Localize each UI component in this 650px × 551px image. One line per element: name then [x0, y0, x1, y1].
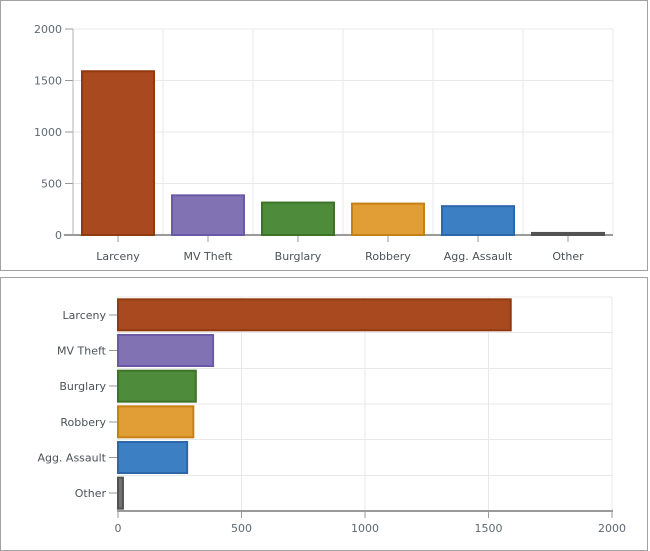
category-label: Robbery	[60, 416, 106, 429]
x-axis-tick-label: 1000	[351, 522, 379, 535]
bar-robbery	[351, 202, 425, 237]
category-label: Burglary	[59, 380, 106, 393]
category-label: Larceny	[63, 309, 107, 322]
bar-robbery	[117, 405, 195, 439]
vertical-bar-chart: 0 500 1000 1500 2000 Larceny MV Theft Burglary R…	[34, 23, 614, 263]
category-label: MV Theft	[57, 345, 107, 358]
x-axis-tick-label: 1500	[475, 522, 503, 535]
y-axis-tick-label: 2000	[34, 23, 62, 36]
category-label: MV Theft	[184, 250, 234, 263]
bar-burglary	[117, 369, 197, 403]
bar-other	[117, 476, 124, 510]
y-axis-tick-label: 1500	[34, 75, 62, 88]
bar-larceny	[117, 298, 512, 332]
bar-agg-assault	[441, 205, 515, 237]
x-axis-tick-label: 2000	[598, 522, 626, 535]
bar-chart-panel: 0 500 1000 1500 2000 Larceny MV Theft Burglary R…	[0, 277, 648, 551]
column-chart-panel: 0 500 1000 1500 2000 Larceny MV Theft Burglary R…	[0, 0, 648, 271]
y-axis-tick-label: 1000	[34, 126, 62, 139]
x-axis-tick-label: 0	[115, 522, 122, 535]
bar-agg-assault	[117, 441, 189, 474]
category-label: Other	[552, 250, 584, 263]
category-label: Burglary	[275, 250, 322, 263]
x-axis-tick-label: 500	[231, 522, 252, 535]
category-label: Other	[75, 487, 107, 500]
bar-mv-theft	[117, 334, 215, 367]
category-label: Robbery	[365, 250, 411, 263]
bar-burglary	[261, 201, 335, 236]
y-axis-tick-label: 500	[41, 178, 62, 191]
category-label: Agg. Assault	[37, 452, 106, 465]
category-label: Agg. Assault	[444, 250, 513, 263]
bar-mv-theft	[171, 194, 245, 236]
bar-larceny	[81, 70, 155, 237]
horizontal-bar-chart: 0 500 1000 1500 2000 Larceny MV Theft Burglary R…	[37, 296, 626, 535]
y-axis-tick-label: 0	[55, 229, 62, 242]
bar-other	[531, 231, 605, 237]
category-label: Larceny	[96, 250, 140, 263]
